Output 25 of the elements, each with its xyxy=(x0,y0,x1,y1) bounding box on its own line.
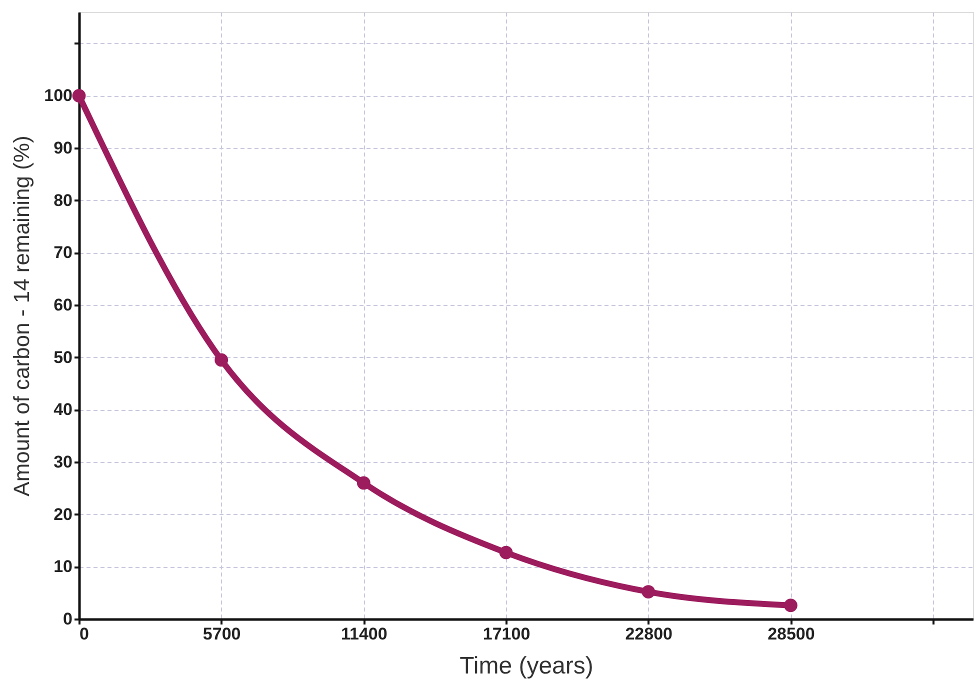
y-tick-label: 100 xyxy=(44,86,72,106)
y-tick-label: 30 xyxy=(54,452,72,472)
point xyxy=(642,585,656,598)
y-tick-label: 70 xyxy=(54,243,72,262)
point xyxy=(499,546,513,560)
x-tick-label: 5700 xyxy=(202,624,241,644)
y-axis-title: Amount of carbon - 14 remaining (%) xyxy=(9,136,34,496)
y-tick-label: 0 xyxy=(63,610,72,628)
x-tick-label: 28500 xyxy=(768,624,815,644)
x-axis-title: Time (years) xyxy=(460,652,594,680)
y-tick-label: 80 xyxy=(54,190,72,210)
x-tick-label: 0 xyxy=(80,624,89,644)
y-tick-label: 20 xyxy=(54,504,72,524)
y-tick-label: 10 xyxy=(54,557,72,576)
point xyxy=(356,476,370,490)
point xyxy=(72,89,86,102)
x-tick-label: 11400 xyxy=(341,624,388,644)
y-tick-label: 40 xyxy=(54,400,72,420)
x-tick-label: 17100 xyxy=(482,624,530,644)
x-tick-label: 22800 xyxy=(625,624,673,644)
point xyxy=(214,353,228,367)
y-tick-label: 90 xyxy=(54,138,72,158)
y-tick-label: 50 xyxy=(54,348,72,367)
point xyxy=(784,598,798,612)
y-tick-label: 60 xyxy=(54,296,72,315)
